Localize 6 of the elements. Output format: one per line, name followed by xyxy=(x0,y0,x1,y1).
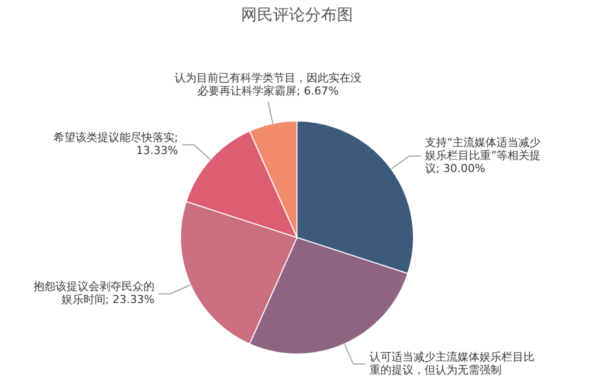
chart-title: 网民评论分布图 xyxy=(241,5,353,24)
slice-label: 认可适当减少主流媒体娱乐栏目比重的提议，但认为无需强制 xyxy=(369,350,534,376)
slice-label: 支持“主流媒体适当减少娱乐栏目比重”等相关提议; 30.00% xyxy=(425,136,541,175)
slice-label: 希望该类提议能尽快落实; 13.33% xyxy=(53,131,178,158)
slice-label: 抱怨该提议会剥夺民众的娱乐时间; 23.33% xyxy=(33,280,154,306)
slice-label: 认为目前已有科学类节目，因此实在没必要再让科学家霸屏; 6.67% xyxy=(174,71,362,98)
